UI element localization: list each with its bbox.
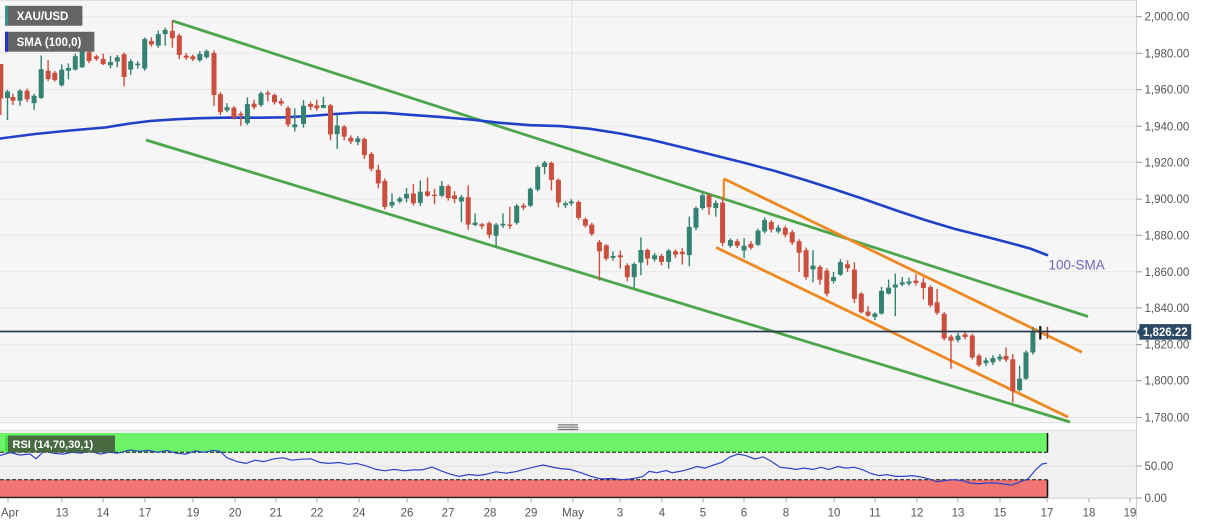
svg-text:May: May	[562, 508, 584, 520]
svg-text:10: 10	[828, 508, 841, 520]
svg-text:18: 18	[1083, 508, 1096, 520]
svg-text:4: 4	[659, 508, 666, 520]
svg-text:1,920.00: 1,920.00	[1145, 157, 1190, 169]
svg-text:1,800.00: 1,800.00	[1145, 376, 1190, 388]
svg-text:1,980.00: 1,980.00	[1145, 48, 1190, 60]
svg-text:14: 14	[97, 508, 110, 520]
svg-text:2,000.00: 2,000.00	[1145, 12, 1190, 24]
svg-text:27: 27	[442, 508, 455, 520]
svg-text:11: 11	[869, 508, 881, 520]
svg-text:1,900.00: 1,900.00	[1145, 194, 1190, 206]
svg-text:13: 13	[56, 508, 69, 520]
svg-text:1,826.22: 1,826.22	[1143, 327, 1188, 339]
svg-text:3: 3	[617, 508, 623, 520]
svg-text:1,860.00: 1,860.00	[1145, 267, 1190, 279]
svg-text:29: 29	[525, 508, 538, 520]
svg-text:RSI (14,70,30,1): RSI (14,70,30,1)	[13, 439, 94, 451]
svg-text:17: 17	[139, 508, 152, 520]
svg-text:15: 15	[994, 508, 1007, 520]
svg-text:1,880.00: 1,880.00	[1145, 230, 1190, 242]
svg-text:20: 20	[229, 508, 242, 520]
svg-text:100-SMA: 100-SMA	[1049, 258, 1105, 273]
svg-text:1,960.00: 1,960.00	[1145, 85, 1190, 97]
svg-text:26: 26	[401, 508, 414, 520]
svg-text:1,780.00: 1,780.00	[1145, 412, 1190, 424]
svg-text:XAU/USD: XAU/USD	[17, 11, 69, 23]
svg-text:Apr: Apr	[1, 508, 19, 520]
svg-text:28: 28	[484, 508, 497, 520]
svg-text:24: 24	[353, 508, 366, 520]
svg-text:SMA (100,0): SMA (100,0)	[17, 37, 82, 49]
svg-text:19: 19	[187, 508, 200, 520]
svg-text:13: 13	[952, 508, 965, 520]
svg-text:8: 8	[783, 508, 789, 520]
svg-text:1,820.00: 1,820.00	[1145, 340, 1190, 352]
svg-text:19: 19	[1124, 508, 1137, 520]
svg-text:17: 17	[1041, 508, 1054, 520]
svg-text:12: 12	[911, 508, 924, 520]
svg-text:1,840.00: 1,840.00	[1145, 303, 1190, 315]
svg-text:50.00: 50.00	[1145, 461, 1174, 473]
svg-text:6: 6	[741, 508, 747, 520]
svg-text:22: 22	[311, 508, 324, 520]
svg-text:0.00: 0.00	[1145, 493, 1167, 505]
svg-text:1,940.00: 1,940.00	[1145, 121, 1190, 133]
svg-text:21: 21	[270, 508, 283, 520]
svg-text:5: 5	[700, 508, 706, 520]
